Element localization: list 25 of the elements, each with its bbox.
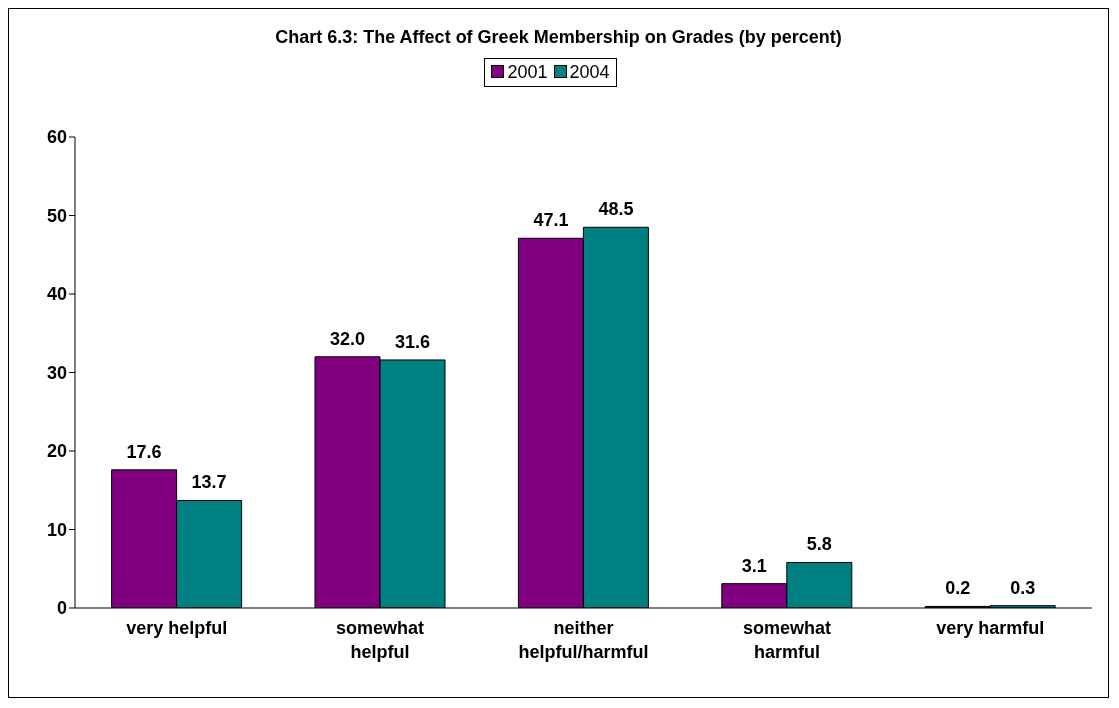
data-label: 13.7 [191,472,227,493]
y-tick-label: 30 [46,362,67,383]
y-tick-label: 20 [46,441,67,462]
x-tick-label: very helpful [126,618,228,638]
x-tick-label: somewhat harmful [742,618,831,662]
data-label: 32.0 [329,328,366,349]
data-label: 0.3 [1010,577,1036,598]
y-tick-label: 60 [46,127,67,148]
y-tick-label: 0 [56,598,67,619]
x-tick-label: very harmful [936,618,1045,638]
data-label: 5.8 [806,534,832,555]
data-label: 3.1 [741,555,767,576]
data-label: 0.2 [945,578,971,599]
data-label: 47.1 [533,210,569,231]
y-tick-label: 50 [46,205,67,226]
data-label: 17.6 [126,441,162,462]
legend-label: 2004 [568,62,610,82]
y-tick-label: 10 [46,519,67,540]
data-label: 48.5 [598,199,634,220]
x-tick-label: somewhat helpful [336,618,425,662]
y-tick-label: 40 [46,284,67,305]
chart-title: Chart 6.3: The Affect of Greek Membership on Grades (by percent) [274,27,843,48]
legend-label: 2001 [506,62,548,82]
data-label: 31.6 [394,331,431,352]
x-tick-label: neither helpful/harmful [518,618,649,662]
